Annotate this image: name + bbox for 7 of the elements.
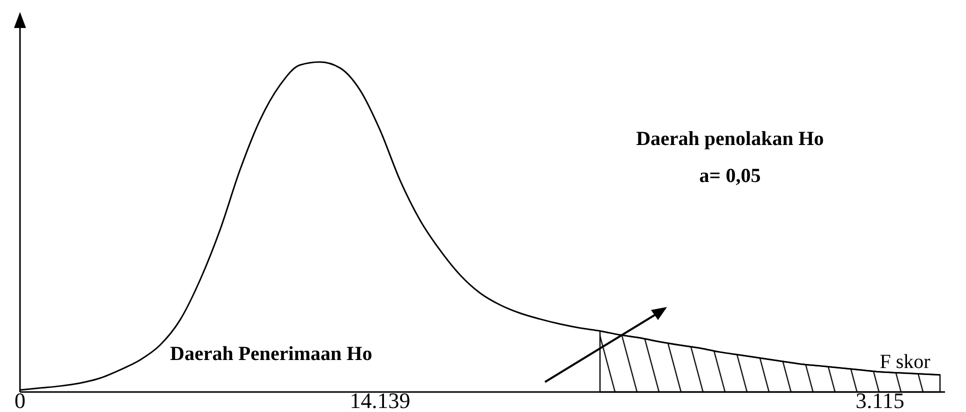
x-axis-title: F skor: [880, 351, 931, 373]
x-tick-label: 3.115: [856, 388, 904, 412]
x-tick-label: 0: [14, 388, 26, 412]
annotation: a= 0,05: [699, 165, 761, 187]
annotation: Daerah penolakan Ho: [636, 128, 824, 150]
annotation: Daerah Penerimaan Ho: [170, 343, 372, 365]
x-tick-label: 14.139: [350, 388, 410, 412]
